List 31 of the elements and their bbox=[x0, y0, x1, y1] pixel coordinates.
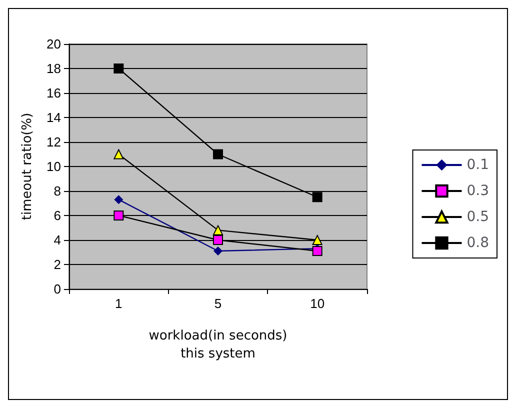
legend-label: 0.5 bbox=[466, 209, 489, 225]
point bbox=[114, 149, 124, 160]
y-tick-label: 0 bbox=[54, 282, 61, 296]
point bbox=[114, 195, 124, 204]
y-tick-label: 10 bbox=[46, 159, 61, 174]
legend-label: 0.1 bbox=[466, 157, 489, 173]
y-tick-label: 4 bbox=[54, 232, 61, 248]
y-tick-label: 12 bbox=[46, 134, 61, 150]
y-tick-label: 20 bbox=[46, 36, 61, 52]
y-axis-title: timeout ratio(%) bbox=[20, 112, 35, 220]
legend-label: 0.3 bbox=[466, 183, 489, 199]
y-tick-label: 6 bbox=[54, 208, 61, 223]
x-tick-label: 5 bbox=[214, 296, 222, 311]
point bbox=[213, 235, 223, 245]
point bbox=[114, 64, 124, 74]
legend-label: 0.8 bbox=[466, 235, 489, 251]
y-tick-label: 14 bbox=[46, 110, 61, 125]
point bbox=[312, 192, 322, 202]
y-tick-label: 8 bbox=[54, 184, 61, 198]
x-tick-label: 1 bbox=[115, 296, 122, 311]
point bbox=[214, 246, 222, 256]
y-tick-label: 16 bbox=[46, 86, 61, 100]
point bbox=[312, 235, 322, 245]
x-tick-label: 10 bbox=[310, 296, 325, 311]
point bbox=[213, 225, 223, 236]
y-tick-label: 18 bbox=[46, 61, 61, 76]
point bbox=[312, 246, 322, 256]
x-axis-title: workload(in seconds) this system bbox=[148, 328, 288, 362]
y-tick-label: 2 bbox=[54, 257, 61, 272]
point bbox=[213, 149, 223, 160]
point bbox=[114, 210, 124, 220]
